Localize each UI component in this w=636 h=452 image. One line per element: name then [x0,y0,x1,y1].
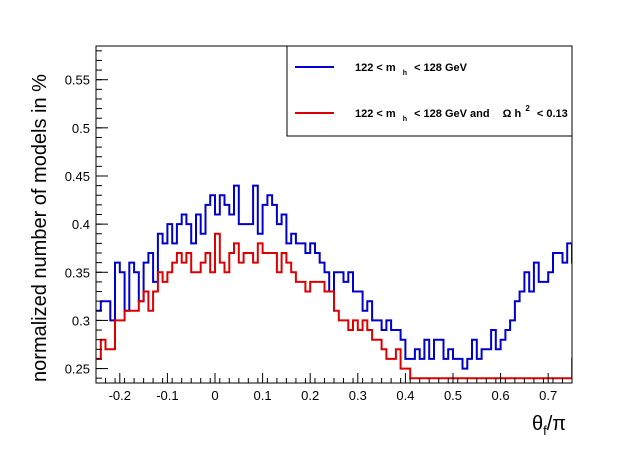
x-tick-label: 0.5 [444,388,462,403]
y-tick-label: 0.55 [65,73,90,88]
y-axis-title: normalized number of models in % [29,74,51,382]
legend-box [286,45,573,137]
x-tick-label: 0.1 [254,388,272,403]
y-tick-label: 0.45 [65,169,90,184]
legend-label-series-1: 122 < m h < 128 GeV [355,62,468,78]
y-tick-label: 0.4 [72,217,90,232]
series-2-line [96,232,572,380]
x-tick-label: 0.3 [349,388,367,403]
y-tick-label: 0.25 [65,362,90,377]
legend: 122 < m h < 128 GeV 122 < m h < 128 GeV … [286,45,573,137]
x-tick-label: 0.4 [396,388,414,403]
series-layer [96,184,572,380]
y-tick-label: 0.5 [72,121,90,136]
y-tick-label: 0.35 [65,265,90,280]
x-tick-label: 0.6 [492,388,510,403]
x-tick-label: 0 [211,388,218,403]
x-tick-label: -0.1 [156,388,178,403]
x-tick-label: 0.2 [301,388,319,403]
x-axis-title: θf/π [532,413,566,438]
x-tick-label: 0.7 [539,388,557,403]
axes: -0.2 -0.1 0 0.1 0.2 0.3 0.4 0.5 0.6 0.7 0.25 0.3 0.3… [65,50,573,403]
series-1-line [96,184,572,370]
x-tick-label: -0.2 [109,388,131,403]
y-tick-label: 0.3 [72,313,90,328]
legend-label-series-2: 122 < m h < 128 GeV and Ω h 2 < 0.13 [355,102,568,124]
